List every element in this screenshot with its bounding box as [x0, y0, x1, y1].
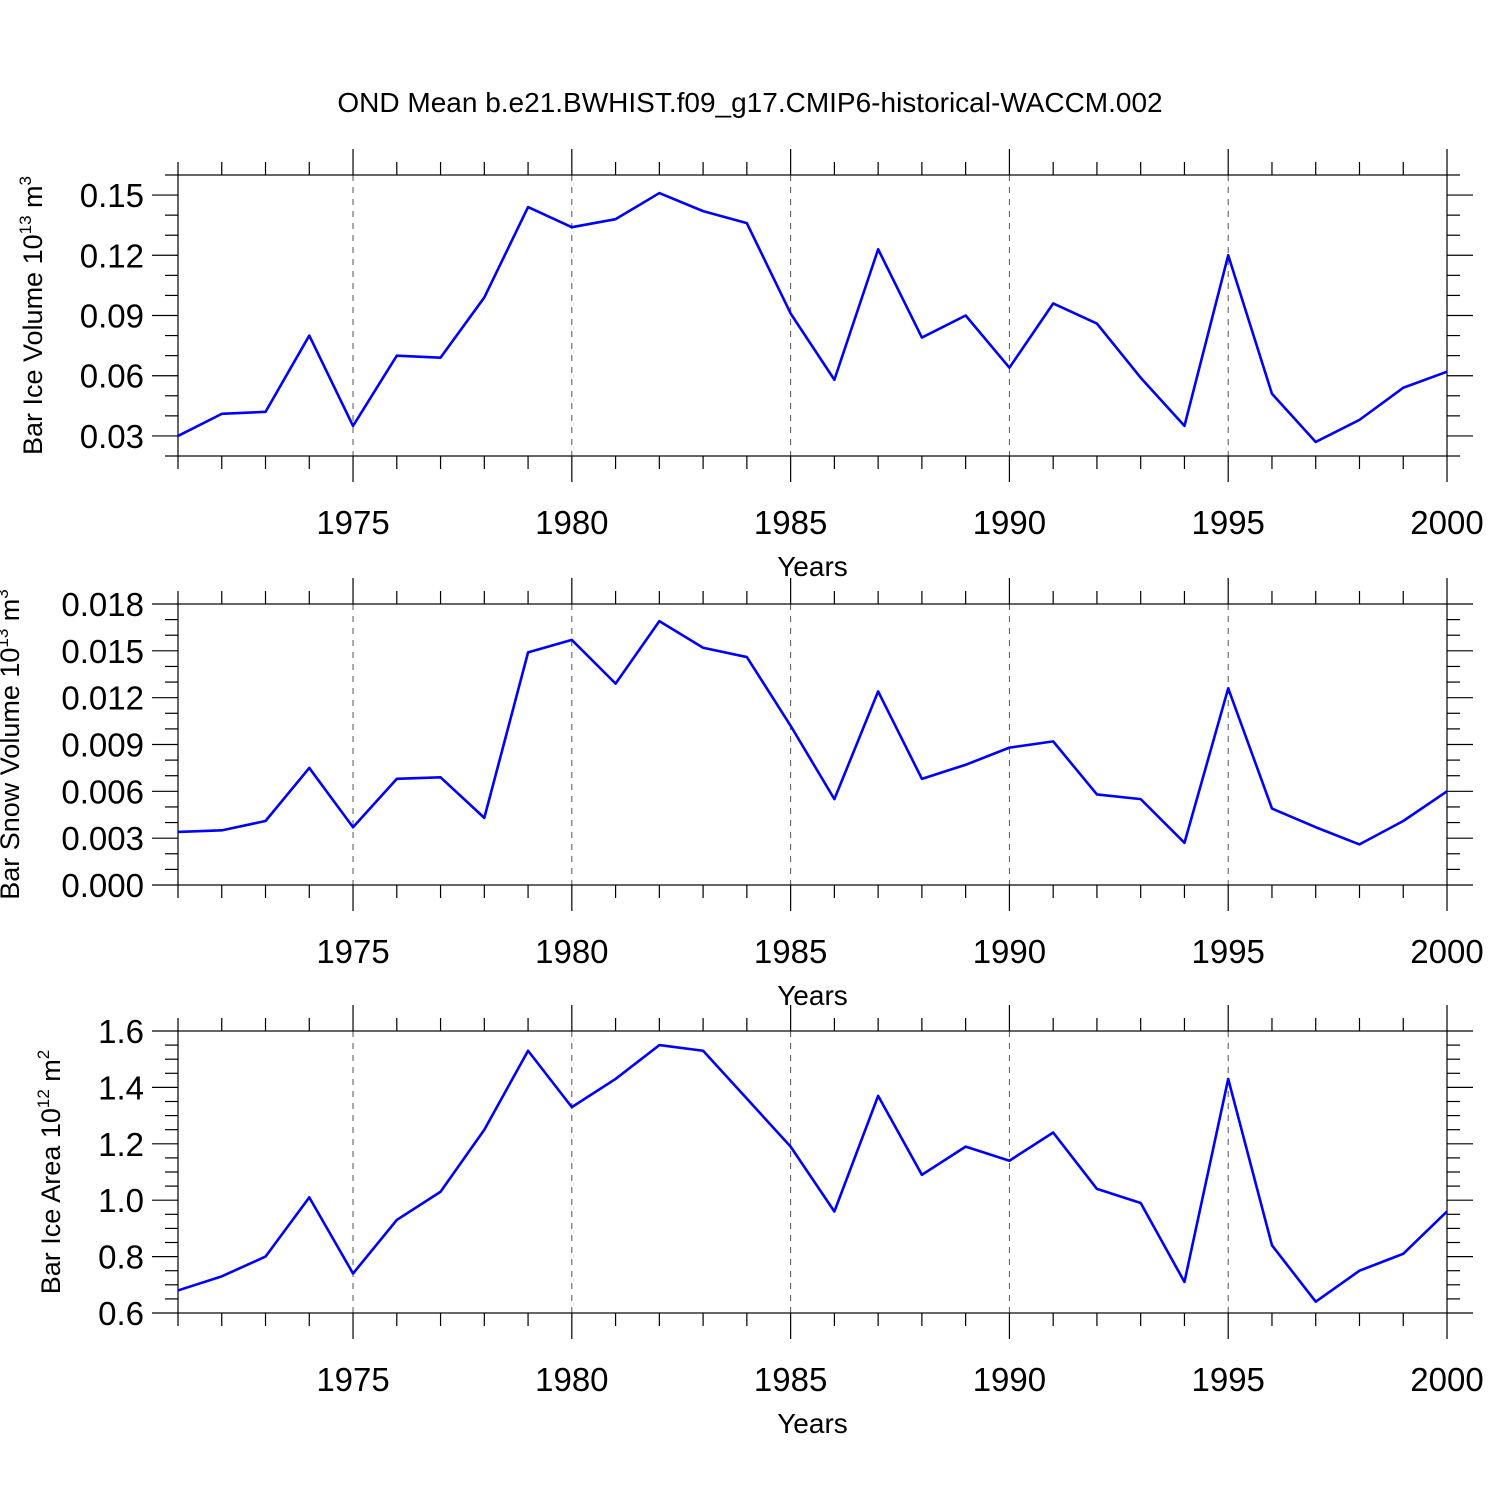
y-tick-label: 0.8 [98, 1239, 144, 1276]
x-tick-label: 1980 [535, 933, 608, 970]
panel-ice-area: 1975 1980 1985 1990 1995 2000 Years 0.6 0.8 1.0 1.… [34, 1005, 1484, 1439]
plot-frame [177, 603, 1448, 886]
x-axis-label: Years [777, 551, 848, 582]
x-tick-label: 1990 [973, 1361, 1046, 1398]
y-tick-label: 0.012 [61, 680, 144, 717]
y-tick-label: 0.06 [80, 358, 144, 395]
series-line [177, 191, 1448, 444]
y-tick-label: 0.15 [80, 177, 144, 214]
x-tick-label: 2000 [1410, 504, 1483, 541]
y-tick-label: 0.006 [61, 773, 144, 810]
x-tick-label: 1995 [1191, 933, 1264, 970]
x-tick-label: 1975 [316, 504, 389, 541]
x-tick-label: 1990 [973, 933, 1046, 970]
x-tick-label: 2000 [1410, 1361, 1483, 1398]
plot-frame [177, 1030, 1448, 1314]
y-tick-label: 0.015 [61, 633, 144, 670]
panel-snow-volume: 1975 1980 1985 1990 1995 2000 Years 0.000 0.003 0… [0, 578, 1484, 1011]
x-tick-label: 1980 [535, 1361, 608, 1398]
x-tick-label: 1995 [1191, 504, 1264, 541]
x-tick-label: 1995 [1191, 1361, 1264, 1398]
y-tick-label: 1.2 [98, 1126, 144, 1163]
series-line [177, 619, 1448, 846]
x-tick-label: 1985 [754, 1361, 827, 1398]
x-tick-label: 1985 [754, 504, 827, 541]
x-tick-label: 1975 [316, 933, 389, 970]
y-axis-label: Bar Ice Area 1012 m2 [34, 1050, 66, 1295]
plot-frame [177, 174, 1448, 457]
y-tick-label: 0.009 [61, 727, 144, 764]
y-tick-label: 0.09 [80, 298, 144, 335]
panel-ice-volume: 1975 1980 1985 1990 1995 2000 Years 0.03 0.06 0.0… [16, 149, 1484, 582]
y-tick-label: 0.003 [61, 820, 144, 857]
x-tick-label: 1990 [973, 504, 1046, 541]
y-tick-label: 0.12 [80, 237, 144, 274]
y-tick-label: 1.0 [98, 1182, 144, 1219]
y-axis-label: Bar Ice Volume 1013 m3 [16, 176, 48, 455]
x-tick-label: 1980 [535, 504, 608, 541]
x-tick-label: 2000 [1410, 933, 1483, 970]
y-tick-label: 0.03 [80, 418, 144, 455]
y-tick-label: 1.6 [98, 1013, 144, 1050]
x-axis-label: Years [777, 1408, 848, 1439]
figure-title: OND Mean b.e21.BWHIST.f09_g17.CMIP6-hist… [337, 87, 1162, 118]
y-tick-label: 0.018 [61, 586, 144, 623]
y-tick-label: 0.000 [61, 867, 144, 904]
x-tick-label: 1985 [754, 933, 827, 970]
x-tick-label: 1975 [316, 1361, 389, 1398]
y-tick-label: 0.6 [98, 1295, 144, 1332]
y-tick-label: 1.4 [98, 1069, 144, 1106]
x-axis-label: Years [777, 980, 848, 1011]
y-axis-label: Bar Snow Volume 1013 m3 [0, 589, 25, 900]
series-line [177, 1043, 1448, 1304]
